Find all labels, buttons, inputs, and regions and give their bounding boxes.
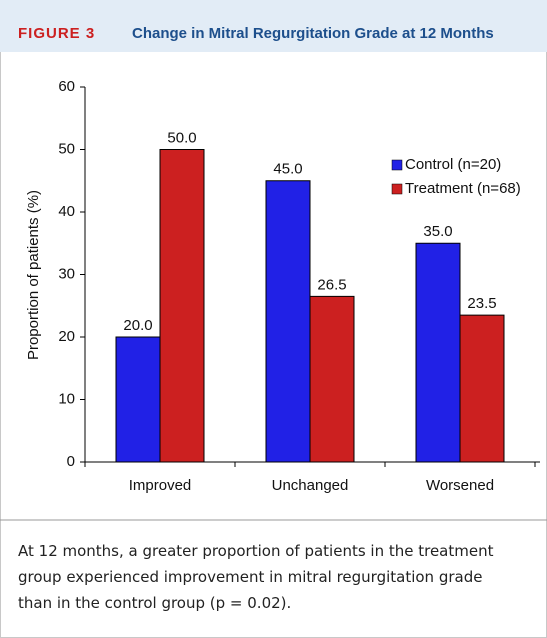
y-tick-label: 50 [58, 140, 75, 157]
value-label: 35.0 [423, 223, 452, 240]
bar [415, 242, 461, 463]
value-label: 50.0 [167, 129, 196, 146]
bar [459, 314, 505, 463]
bar [115, 336, 161, 463]
value-label: 20.0 [123, 317, 152, 334]
y-tick-label: 0 [67, 453, 75, 470]
bar [265, 180, 311, 463]
y-tick-label: 60 [58, 78, 75, 95]
y-axis-label: Proportion of patients (%) [25, 190, 42, 360]
header-band [0, 0, 547, 52]
legend-label: Treatment (n=68) [405, 180, 521, 197]
value-label: 23.5 [467, 295, 496, 312]
y-tick-label: 40 [58, 203, 75, 220]
value-label: 26.5 [317, 276, 346, 293]
caption: At 12 months, a greater proportion of pa… [18, 542, 494, 612]
figure-label: FIGURE 3 [18, 25, 95, 42]
legend-swatch [391, 183, 403, 195]
y-tick-label: 10 [58, 390, 75, 407]
x-tick-label: Worsened [426, 477, 494, 494]
x-tick-label: Improved [129, 477, 192, 494]
value-label: 45.0 [273, 161, 302, 178]
bar [159, 149, 205, 463]
bar [309, 295, 355, 463]
y-tick-label: 30 [58, 265, 75, 282]
y-tick-label: 20 [58, 328, 75, 345]
legend-label: Control (n=20) [405, 156, 501, 173]
legend-swatch [391, 159, 403, 171]
chart-title: Change in Mitral Regurgitation Grade at … [132, 25, 494, 42]
x-tick-label: Unchanged [272, 477, 349, 494]
